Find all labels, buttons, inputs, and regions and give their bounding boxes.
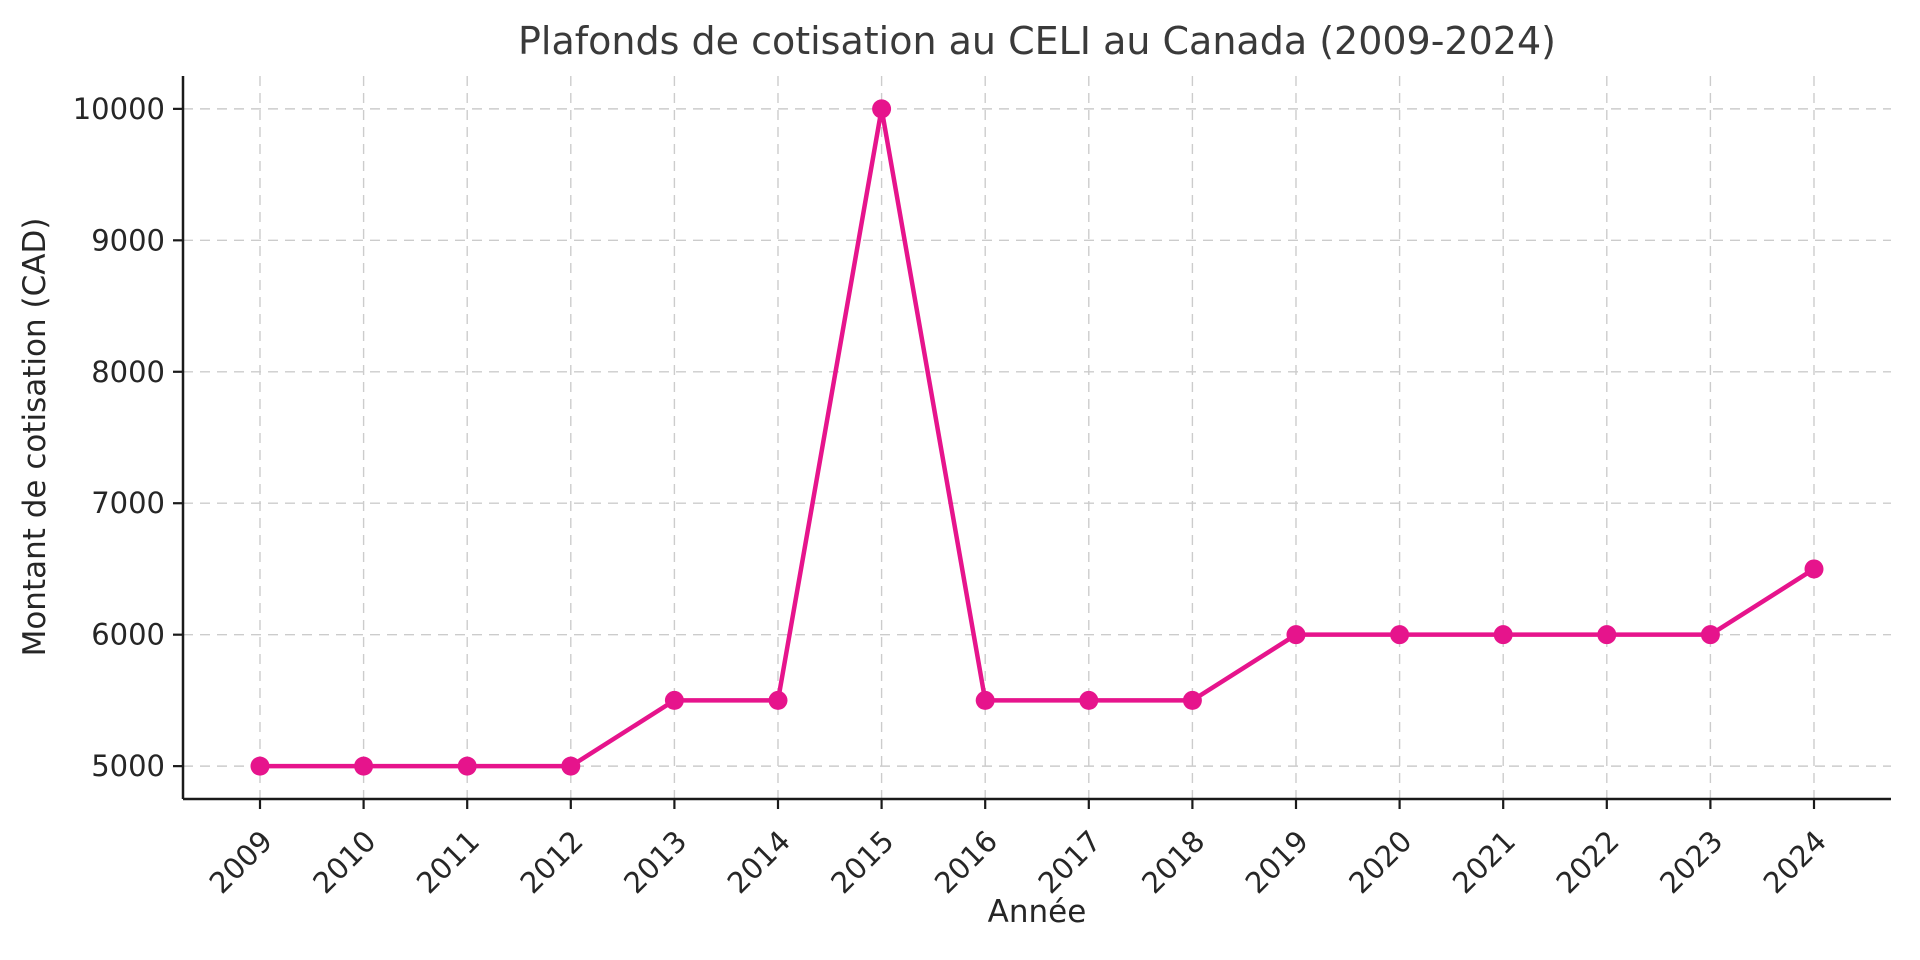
data-point — [1700, 625, 1720, 645]
x-tick-label: 2014 — [721, 824, 797, 900]
x-tick-label: 2015 — [824, 824, 900, 900]
data-point — [768, 690, 788, 710]
y-tick-label: 6000 — [91, 618, 165, 652]
x-tick-label: 2019 — [1239, 824, 1315, 900]
y-tick-label: 7000 — [91, 486, 165, 520]
data-point — [250, 756, 270, 776]
y-tick-label: 10000 — [73, 92, 165, 126]
x-tick-label: 2024 — [1757, 824, 1833, 900]
data-point — [1079, 690, 1099, 710]
x-tick-label: 2013 — [617, 824, 693, 900]
y-tick-label: 8000 — [91, 355, 165, 389]
data-point — [354, 756, 374, 776]
y-tick-label: 5000 — [91, 749, 165, 783]
data-series-layer — [250, 99, 1824, 776]
data-point — [1286, 625, 1306, 645]
data-point — [1493, 625, 1513, 645]
y-axis-label: Montant de cotisation (CAD) — [17, 218, 53, 657]
data-point — [664, 690, 684, 710]
data-point — [1182, 690, 1202, 710]
chart-title: Plafonds de cotisation au CELI au Canada… — [518, 19, 1556, 63]
label-layer: Plafonds de cotisation au CELI au Canada… — [17, 19, 1556, 930]
x-tick-label: 2022 — [1550, 824, 1626, 900]
x-tick-label: 2023 — [1653, 824, 1729, 900]
x-tick-label: 2017 — [1032, 824, 1108, 900]
y-tick-label: 9000 — [91, 223, 165, 257]
data-point — [561, 756, 581, 776]
data-line — [257, 106, 1817, 769]
data-point — [457, 756, 477, 776]
x-tick-label: 2009 — [203, 824, 279, 900]
x-tick-label: 2011 — [410, 824, 486, 900]
data-point — [975, 690, 995, 710]
data-point — [1390, 625, 1410, 645]
axis-layer: 5000 6000 7000 8000 9000 10000 2009 2010 2011 201… — [73, 76, 1891, 900]
x-tick-label: 2010 — [306, 824, 382, 900]
data-point — [1597, 625, 1617, 645]
x-tick-label: 2020 — [1342, 824, 1418, 900]
x-tick-label: 2018 — [1135, 824, 1211, 900]
x-tick-label: 2012 — [514, 824, 590, 900]
x-tick-label: 2021 — [1446, 824, 1522, 900]
grid-layer — [183, 76, 1891, 799]
x-tick-label: 2016 — [928, 824, 1004, 900]
data-point — [872, 99, 892, 119]
x-axis-label: Année — [988, 894, 1087, 930]
data-point — [1804, 559, 1824, 579]
